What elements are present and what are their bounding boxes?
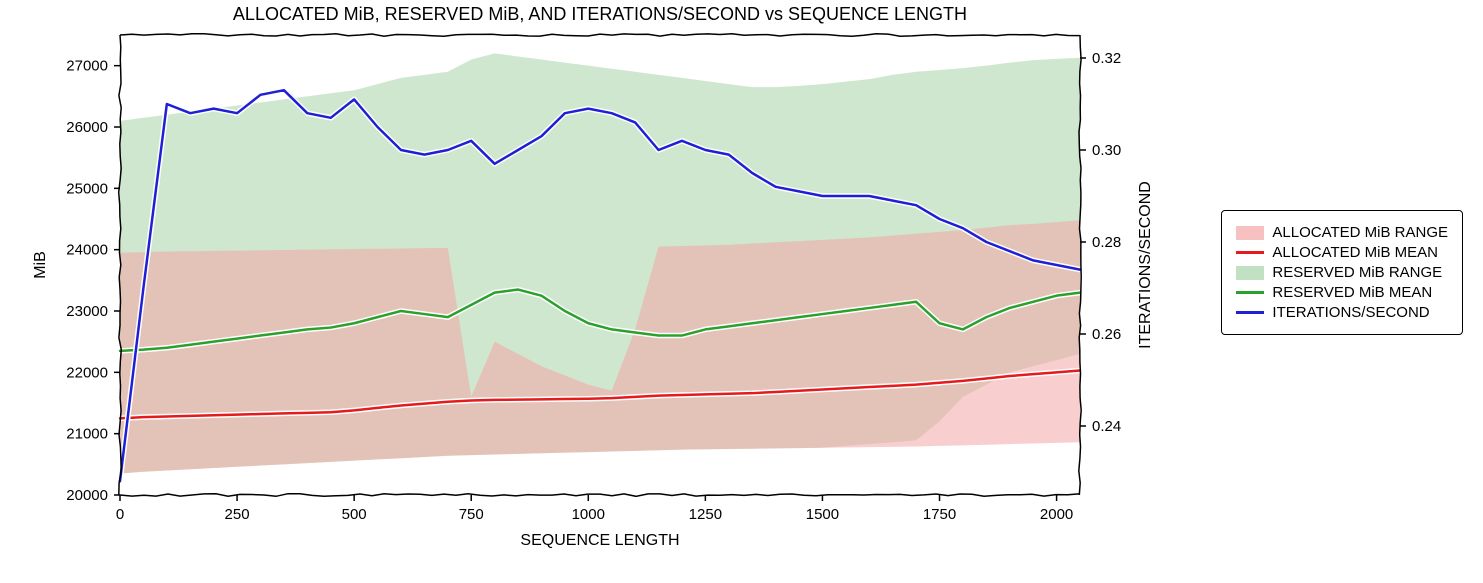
legend-row: ALLOCATED MiB RANGE [1236, 224, 1448, 241]
x-tick-label: 500 [342, 506, 367, 523]
x-tick-label: 250 [225, 506, 250, 523]
chart-title: ALLOCATED MiB, RESERVED MiB, AND ITERATI… [233, 4, 967, 24]
y-tick-left-label: 20000 [66, 487, 108, 504]
y-tick-right-label: 0.30 [1092, 142, 1121, 159]
legend-line-sample [1236, 311, 1264, 314]
x-tick-label: 1000 [572, 506, 605, 523]
y-axis-left-label: MiB [32, 251, 49, 279]
x-tick-label: 1250 [689, 506, 722, 523]
legend-row: RESERVED MiB RANGE [1236, 264, 1448, 281]
legend-row: RESERVED MiB MEAN [1236, 284, 1448, 301]
x-tick-label: 1750 [923, 506, 956, 523]
legend-swatch [1236, 226, 1264, 240]
y-tick-left-label: 25000 [66, 180, 108, 197]
y-tick-right-label: 0.28 [1092, 234, 1121, 251]
x-tick-label: 0 [116, 506, 124, 523]
legend: ALLOCATED MiB RANGE ALLOCATED MiB MEAN RES… [1221, 210, 1463, 335]
legend-line-sample [1236, 251, 1264, 254]
legend-label: ITERATIONS/SECOND [1272, 304, 1429, 321]
legend-row: ITERATIONS/SECOND [1236, 304, 1448, 321]
legend-label: ALLOCATED MiB MEAN [1272, 244, 1438, 261]
chart-svg: ALLOCATED MiB, RESERVED MiB, AND ITERATI… [0, 0, 1200, 578]
x-axis-label: SEQUENCE LENGTH [520, 532, 679, 549]
y-tick-left-label: 24000 [66, 242, 108, 259]
chart-container: ALLOCATED MiB, RESERVED MiB, AND ITERATI… [0, 0, 1200, 583]
y-axis-right-label: ITERATIONS/SECOND [1137, 181, 1154, 349]
y-tick-left-label: 23000 [66, 303, 108, 320]
y-tick-left-label: 27000 [66, 58, 108, 75]
y-tick-left-label: 26000 [66, 119, 108, 136]
legend-label: ALLOCATED MiB RANGE [1272, 224, 1448, 241]
x-tick-label: 750 [459, 506, 484, 523]
y-tick-right-label: 0.32 [1092, 50, 1121, 67]
legend-row: ALLOCATED MiB MEAN [1236, 244, 1448, 261]
legend-label: RESERVED MiB MEAN [1272, 284, 1432, 301]
y-tick-right-label: 0.24 [1092, 418, 1121, 435]
x-tick-label: 1500 [806, 506, 839, 523]
x-axis [120, 494, 1080, 497]
y-tick-right-label: 0.26 [1092, 326, 1121, 343]
y-tick-left-label: 22000 [66, 364, 108, 381]
x-tick-label: 2000 [1040, 506, 1073, 523]
legend-swatch [1236, 266, 1264, 280]
y-tick-left-label: 21000 [66, 426, 108, 443]
legend-label: RESERVED MiB RANGE [1272, 264, 1442, 281]
x-axis-top [120, 34, 1080, 37]
legend-line-sample [1236, 291, 1264, 294]
